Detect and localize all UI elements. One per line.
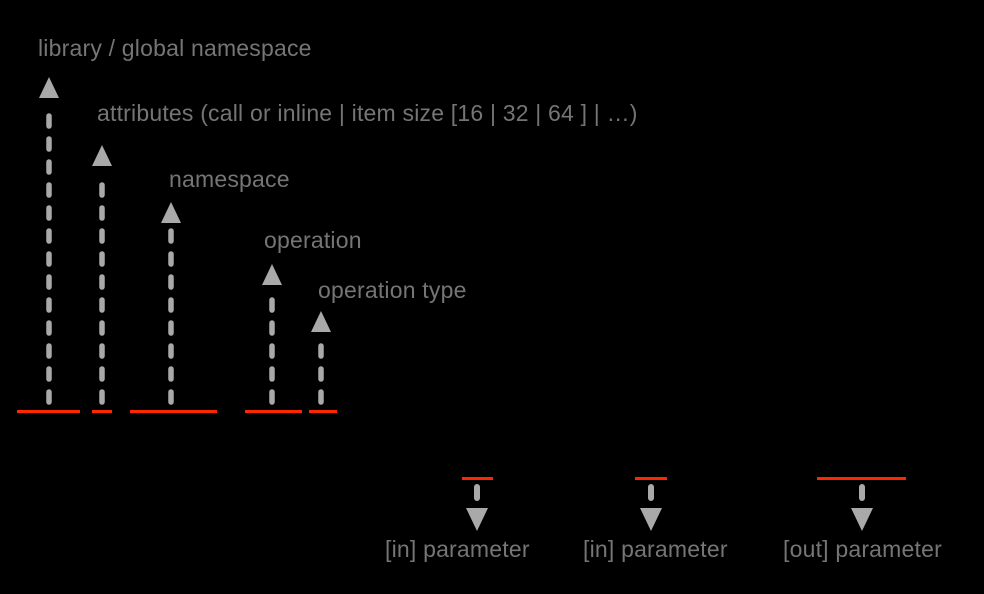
up-arrow-attributes-head-icon (92, 145, 112, 166)
underline-operation-type (309, 410, 337, 413)
label-in-parameter-2: [in] parameter (583, 536, 728, 562)
up-arrow-operation-head-icon (262, 264, 282, 285)
underline-operation (245, 410, 302, 413)
label-operation: operation (264, 227, 362, 253)
down-arrow-out-parameter-head-icon (851, 508, 873, 531)
label-attributes: attributes (call or inline | item size [… (97, 100, 638, 126)
underline-namespace (130, 410, 217, 413)
up-arrow-operation-type-head-icon (311, 311, 331, 332)
underline-out-parameter (817, 477, 906, 480)
underline-library (17, 410, 80, 413)
down-arrow-in-parameter-2-head-icon (640, 508, 662, 531)
label-out-parameter: [out] parameter (783, 536, 942, 562)
label-namespace: namespace (169, 166, 290, 192)
up-arrow-namespace-head-icon (161, 202, 181, 223)
underline-in-parameter-2 (635, 477, 667, 480)
up-arrow-library-head-icon (39, 77, 59, 98)
label-in-parameter-1: [in] parameter (385, 536, 530, 562)
down-arrow-in-parameter-1-head-icon (466, 508, 488, 531)
underline-attributes (92, 410, 112, 413)
underline-in-parameter-1 (462, 477, 493, 480)
label-library-global-namespace: library / global namespace (38, 35, 312, 61)
label-operation-type: operation type (318, 277, 467, 303)
